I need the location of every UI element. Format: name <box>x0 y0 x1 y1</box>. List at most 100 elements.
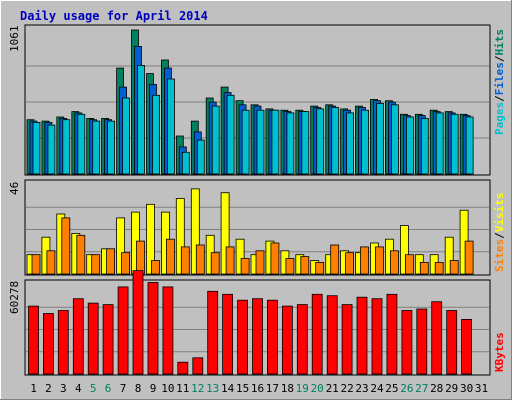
x-tick-label-24: 24 <box>370 382 384 395</box>
bar-kbytes-day-19 <box>296 304 308 375</box>
bar-pages-day-21 <box>331 107 340 175</box>
bar-sites-day-10 <box>165 238 175 275</box>
x-tick-label-6: 6 <box>105 382 112 395</box>
bar-kbytes-day-12 <box>192 357 204 375</box>
bar-kbytes-day-7 <box>117 286 129 375</box>
x-tick-label-2: 2 <box>45 382 52 395</box>
bar-sites-day-5 <box>91 254 101 275</box>
bar-pages-day-18 <box>286 112 295 175</box>
bar-pages-day-7 <box>122 97 130 175</box>
ymax-label-visits: 46 <box>8 182 21 195</box>
bar-sites-day-30 <box>464 240 474 275</box>
x-tick-label-30: 30 <box>460 382 473 395</box>
x-tick-label-26: 26 <box>400 382 413 395</box>
x-tick-label-20: 20 <box>311 382 324 395</box>
bar-sites-day-22 <box>345 252 355 275</box>
x-tick-label-28: 28 <box>430 382 443 395</box>
bar-pages-day-4 <box>77 113 86 175</box>
bar-pages-day-16 <box>256 109 265 175</box>
bar-kbytes-day-8 <box>132 270 144 375</box>
x-tick-label-15: 15 <box>236 382 249 395</box>
legend-visits: Visits <box>493 193 506 233</box>
bar-kbytes-day-4 <box>72 298 84 375</box>
bar-kbytes-day-20 <box>311 293 323 375</box>
bar-sites-day-6 <box>106 248 115 275</box>
bar-pages-day-22 <box>346 112 355 175</box>
bar-kbytes-day-28 <box>431 301 443 375</box>
bar-kbytes-day-27 <box>416 308 428 375</box>
bar-sites-day-20 <box>315 261 325 275</box>
bar-kbytes-day-29 <box>446 310 458 375</box>
legend-visits-sites: Sites/Visits <box>493 193 506 273</box>
bar-kbytes-day-11 <box>177 361 189 375</box>
x-tick-label-31: 31 <box>475 382 488 395</box>
x-tick-label-13: 13 <box>206 382 219 395</box>
bar-pages-day-11 <box>181 151 190 175</box>
bar-sites-day-12 <box>195 244 205 275</box>
x-tick-label-8: 8 <box>135 382 142 395</box>
bar-pages-day-14 <box>226 94 235 175</box>
bar-sites-day-4 <box>76 234 86 275</box>
bar-kbytes-day-1 <box>28 305 39 375</box>
bar-sites-day-28 <box>434 261 444 275</box>
bar-visits-day-9 <box>146 203 155 275</box>
x-tick-label-10: 10 <box>161 382 174 395</box>
x-tick-label-14: 14 <box>221 382 235 395</box>
bar-visits-day-7 <box>116 217 125 275</box>
bar-pages-day-29 <box>450 113 459 175</box>
bar-pages-day-6 <box>107 120 115 175</box>
bar-kbytes-day-5 <box>87 302 99 375</box>
x-tick-label-18: 18 <box>281 382 294 395</box>
bar-kbytes-day-24 <box>371 298 383 375</box>
bar-kbytes-day-6 <box>102 304 114 375</box>
bar-pages-day-25 <box>390 104 399 175</box>
bar-sites-day-3 <box>61 217 71 275</box>
bar-pages-day-5 <box>92 120 101 175</box>
bar-sites-day-21 <box>330 244 340 275</box>
bar-pages-day-8 <box>137 65 145 175</box>
bar-pages-day-26 <box>405 116 414 175</box>
ymax-label-hits: 1061 <box>8 26 21 53</box>
bar-sites-day-2 <box>46 250 56 275</box>
bar-visits-day-26 <box>399 225 409 275</box>
bar-pages-day-28 <box>435 112 444 175</box>
bar-sites-day-8 <box>136 240 145 275</box>
bar-visits-day-14 <box>220 192 230 275</box>
legend-sites: Sites <box>493 239 506 272</box>
bar-sites-day-18 <box>285 258 295 275</box>
bar-kbytes-day-21 <box>326 295 338 375</box>
bar-sites-day-25 <box>389 250 399 275</box>
x-tick-label-7: 7 <box>120 382 127 395</box>
bar-sites-day-23 <box>360 246 369 275</box>
bar-kbytes-day-16 <box>252 298 263 375</box>
legend-hits: Hits <box>493 29 506 56</box>
bar-kbytes-day-26 <box>401 310 413 375</box>
bar-kbytes-day-3 <box>57 310 69 375</box>
bar-pages-day-1 <box>32 122 41 175</box>
bar-pages-day-12 <box>196 139 205 175</box>
bar-sites-day-29 <box>449 260 459 275</box>
bar-sites-day-15 <box>240 258 250 275</box>
x-tick-label-9: 9 <box>150 382 157 395</box>
bar-sites-day-16 <box>255 250 265 275</box>
bar-kbytes-day-18 <box>281 305 293 375</box>
x-tick-label-23: 23 <box>355 382 368 395</box>
bar-kbytes-day-13 <box>207 290 219 375</box>
bar-visits-day-11 <box>175 198 185 275</box>
bar-sites-day-14 <box>225 246 235 275</box>
bar-sites-day-1 <box>31 254 41 275</box>
x-tick-labels: 1 2 3 4 5 6 7 8 9 10 11 12 13 14 15 16 17 18 19 20 21 22 23 24 2… <box>30 382 488 395</box>
ymax-label-kbytes: 60278 <box>8 281 21 314</box>
bar-kbytes-day-2 <box>43 313 54 375</box>
bar-kbytes-day-23 <box>356 296 368 375</box>
bar-sites-day-11 <box>180 246 190 275</box>
x-tick-label-3: 3 <box>60 382 67 395</box>
bar-visits-day-15 <box>235 238 245 275</box>
bar-pages-day-20 <box>316 108 325 175</box>
legend-sep-2: / <box>493 55 506 62</box>
bar-kbytes-day-10 <box>162 286 174 375</box>
x-tick-label-11: 11 <box>176 382 189 395</box>
x-tick-label-22: 22 <box>340 382 353 395</box>
bar-visits-day-29 <box>444 236 454 275</box>
